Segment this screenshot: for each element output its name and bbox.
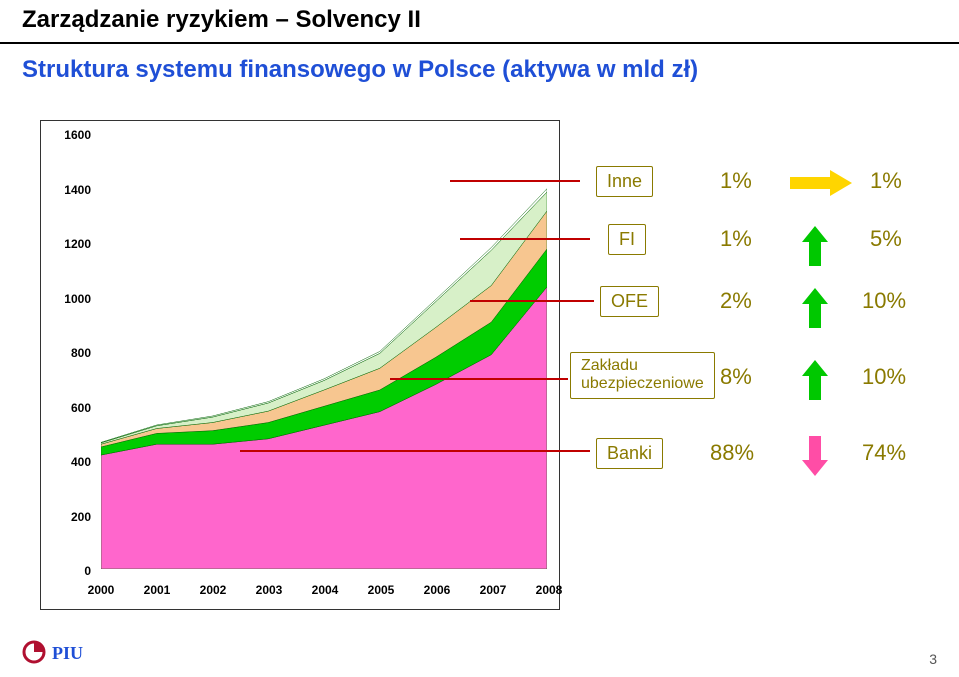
leader-fi bbox=[460, 238, 590, 240]
pct1-inne: 1% bbox=[720, 168, 752, 194]
title-underline bbox=[0, 42, 959, 44]
x-tick: 2007 bbox=[480, 583, 507, 597]
y-tick: 1200 bbox=[41, 237, 91, 251]
chart-container: 0 200 400 600 800 1000 1200 1400 1600 2000 2001 20… bbox=[40, 120, 560, 610]
slide-title-1: Zarządzanie ryzykiem – Solvency II bbox=[22, 6, 421, 34]
x-tick: 2000 bbox=[88, 583, 115, 597]
pct2-inne: 1% bbox=[870, 168, 902, 194]
pct1-ofe: 2% bbox=[720, 288, 752, 314]
y-tick: 1600 bbox=[41, 128, 91, 142]
slide-title-2: Struktura systemu finansowego w Polsce (… bbox=[22, 56, 698, 84]
label-banki: Banki bbox=[596, 438, 663, 469]
y-tick: 0 bbox=[41, 564, 91, 578]
arrow-inne bbox=[790, 168, 852, 203]
logo-icon: PIU bbox=[22, 637, 112, 667]
pct2-fi: 5% bbox=[870, 226, 902, 252]
y-tick: 600 bbox=[41, 401, 91, 415]
pct2-zu: 10% bbox=[862, 364, 906, 390]
svg-text:PIU: PIU bbox=[52, 643, 83, 663]
x-tick: 2004 bbox=[312, 583, 339, 597]
x-tick: 2005 bbox=[368, 583, 395, 597]
label-inne: Inne bbox=[596, 166, 653, 197]
chart-plot-area bbox=[101, 135, 547, 569]
arrow-banki bbox=[800, 436, 830, 481]
y-tick: 800 bbox=[41, 346, 91, 360]
pct1-zu: 8% bbox=[720, 364, 752, 390]
leader-zu bbox=[390, 378, 568, 380]
pct2-ofe: 10% bbox=[862, 288, 906, 314]
leader-banki bbox=[240, 450, 590, 452]
x-tick: 2001 bbox=[144, 583, 171, 597]
leader-ofe bbox=[470, 300, 594, 302]
label-zu: Zakładu ubezpieczeniowe bbox=[570, 352, 715, 399]
label-ofe: OFE bbox=[600, 286, 659, 317]
y-tick: 400 bbox=[41, 455, 91, 469]
y-tick: 1400 bbox=[41, 183, 91, 197]
area-chart bbox=[101, 135, 547, 569]
arrow-fi bbox=[800, 226, 830, 271]
leader-inne bbox=[450, 180, 580, 182]
y-tick: 200 bbox=[41, 510, 91, 524]
pct1-fi: 1% bbox=[720, 226, 752, 252]
arrow-zu bbox=[800, 360, 830, 405]
y-tick: 1000 bbox=[41, 292, 91, 306]
pct1-banki: 88% bbox=[710, 440, 754, 466]
label-fi: FI bbox=[608, 224, 646, 255]
arrow-ofe bbox=[800, 288, 830, 333]
page-number: 3 bbox=[929, 651, 937, 667]
x-tick: 2002 bbox=[200, 583, 227, 597]
x-tick: 2008 bbox=[536, 583, 563, 597]
x-tick: 2003 bbox=[256, 583, 283, 597]
x-tick: 2006 bbox=[424, 583, 451, 597]
pct2-banki: 74% bbox=[862, 440, 906, 466]
